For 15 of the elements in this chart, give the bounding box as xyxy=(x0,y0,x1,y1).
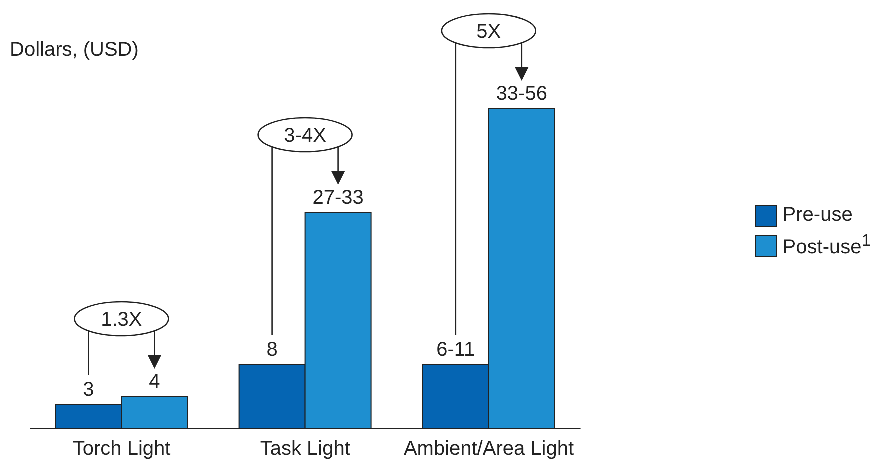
data-label: 27-33 xyxy=(312,187,364,209)
data-label: 6-11 xyxy=(436,339,476,361)
annotation: 3-4X xyxy=(284,125,326,147)
data-label: 3 xyxy=(83,379,94,401)
data-label: 8 xyxy=(266,339,278,361)
x-tick-label: Ambient/Area Light xyxy=(404,438,574,460)
x-tick-label: Torch Light xyxy=(72,438,172,460)
y-axis-title: Dollars, (USD) xyxy=(10,39,139,62)
data-label: 33-56 xyxy=(496,83,548,105)
annotation: 1.3X xyxy=(101,309,142,331)
legend-label: Post-use$^{1}$ xyxy=(782,231,871,260)
x-tick-label: Task Light xyxy=(260,438,351,460)
annotation: 5X xyxy=(476,21,502,43)
data-label: 4 xyxy=(149,371,160,393)
legend-label: Pre-use xyxy=(782,204,853,228)
